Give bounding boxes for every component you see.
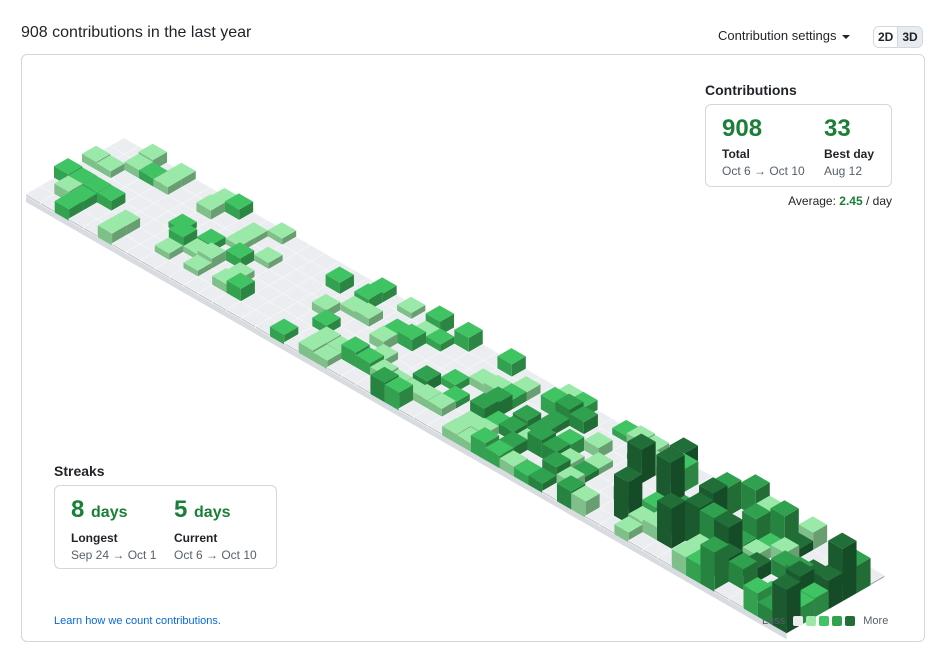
view-3d-button[interactable]: 3D bbox=[897, 27, 922, 47]
contribution-cell bbox=[569, 405, 598, 437]
total-label: Total bbox=[722, 147, 750, 161]
total-range: Oct 6 → Oct 10 bbox=[722, 164, 805, 178]
average-value: 2.45 bbox=[839, 194, 863, 208]
current-streak-range: Oct 6 → Oct 10 bbox=[174, 548, 257, 562]
average-suffix: / day bbox=[865, 194, 892, 208]
longest-streak-range: Sep 24 → Oct 1 bbox=[71, 548, 157, 562]
contribution-cell bbox=[54, 192, 84, 221]
contribution-cell bbox=[354, 302, 383, 329]
current-streak-value: 5 days bbox=[174, 496, 231, 523]
best-day-date: Aug 12 bbox=[824, 164, 863, 178]
legend-level-2 bbox=[819, 616, 830, 626]
learn-contributions-link[interactable]: Learn how we count contributions. bbox=[54, 615, 221, 627]
contribution-cell bbox=[325, 266, 354, 297]
contribution-cell bbox=[497, 348, 526, 379]
total-stat: 908 Total Oct 6 → Oct 10 bbox=[722, 115, 805, 178]
legend-more-label: More bbox=[863, 615, 889, 627]
caret-down-icon bbox=[841, 34, 850, 39]
average-line: Average: 2.45 / day bbox=[705, 194, 892, 208]
total-value: 908 bbox=[722, 115, 763, 142]
contribution-cell bbox=[700, 536, 729, 592]
legend-level-3 bbox=[832, 616, 843, 626]
view-toggle: 2D 3D bbox=[873, 26, 923, 48]
contribution-cell bbox=[97, 217, 127, 246]
legend-level-1 bbox=[806, 616, 817, 626]
contribution-cell bbox=[397, 323, 427, 354]
color-legend: Less More bbox=[762, 615, 888, 627]
contribution-settings-button[interactable]: Contribution settings bbox=[718, 28, 850, 43]
longest-streak-stat: 8 days Longest Sep 24 → Oct 1 bbox=[71, 496, 156, 562]
contribution-panel bbox=[21, 54, 925, 642]
best-day-stat: 33 Best day Aug 12 bbox=[824, 115, 874, 178]
contribution-cell bbox=[97, 184, 126, 213]
contributions-stats-box: 908 Total Oct 6 → Oct 10 33 Best day Aug… bbox=[705, 104, 892, 187]
legend-level-0 bbox=[793, 616, 804, 626]
contributions-heading: Contributions bbox=[705, 82, 797, 98]
contribution-cell bbox=[269, 318, 299, 345]
contribution-cell bbox=[614, 516, 643, 543]
current-streak-label: Current bbox=[174, 531, 218, 545]
current-streak-stat: 5 days Current Oct 6 → Oct 10 bbox=[174, 496, 257, 562]
streaks-stats-box: 8 days Longest Sep 24 → Oct 1 5 days Cur… bbox=[54, 485, 277, 569]
best-day-value: 33 bbox=[824, 115, 851, 142]
contribution-cell bbox=[153, 170, 182, 198]
longest-streak-label: Longest bbox=[71, 531, 118, 545]
graph-base-edge bbox=[26, 196, 787, 640]
contribution-settings-label: Contribution settings bbox=[718, 28, 837, 43]
page-title: 908 contributions in the last year bbox=[21, 24, 252, 41]
contribution-cell bbox=[657, 492, 686, 551]
legend-less-label: Less bbox=[762, 615, 786, 627]
average-prefix: Average: bbox=[788, 194, 836, 208]
view-2d-button[interactable]: 2D bbox=[874, 27, 898, 47]
legend-level-4 bbox=[845, 616, 856, 626]
longest-streak-value: 8 days bbox=[71, 496, 128, 523]
contribution-cell bbox=[528, 467, 557, 493]
contribution-cell bbox=[571, 485, 600, 518]
contribution-cell bbox=[384, 376, 414, 411]
best-day-label: Best day bbox=[824, 147, 875, 161]
contribution-cell bbox=[427, 392, 456, 419]
contribution-cell bbox=[196, 194, 225, 222]
streaks-heading: Streaks bbox=[54, 463, 105, 479]
contribution-cell bbox=[224, 193, 254, 223]
contribution-cell bbox=[226, 272, 255, 304]
